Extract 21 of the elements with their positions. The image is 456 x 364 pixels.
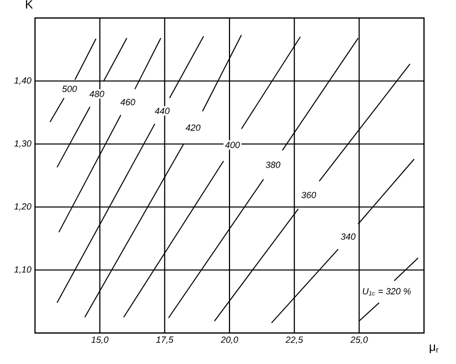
x-axis-title: μ$_{r}$	[430, 344, 438, 354]
y-tick-label: 1,30	[14, 140, 32, 148]
series-label: 360	[301, 192, 316, 198]
series-label: 500	[62, 86, 77, 92]
series-label: 380	[266, 162, 280, 168]
x-tick-label: 17,5	[156, 336, 174, 344]
y-axis-title: K	[26, 0, 33, 8]
series-label: 400	[225, 142, 240, 148]
series-label: U$_{1c}$ = 320 %	[362, 288, 411, 296]
series-label: 340	[340, 233, 356, 240]
series-label: 480	[89, 90, 104, 98]
x-tick-label: 15,0	[91, 336, 108, 344]
x-tick-label: 25,0	[350, 336, 368, 344]
y-tick-label: 1,40	[14, 77, 32, 85]
y-tick-label: 1,10	[14, 266, 32, 274]
y-tick-label: 1,20	[14, 203, 32, 211]
x-tick-label: 22,5	[286, 336, 304, 344]
x-tick-label: 20,0	[220, 336, 238, 344]
series-label: 440	[154, 108, 170, 114]
series-label: 420	[186, 124, 200, 131]
series-label: 460	[120, 98, 136, 106]
